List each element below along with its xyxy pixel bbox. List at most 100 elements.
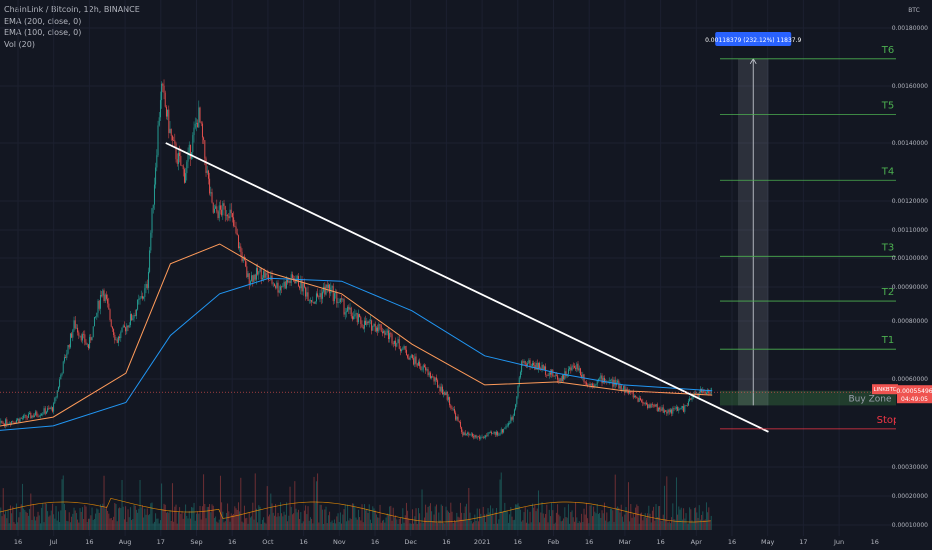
candle-body [342, 299, 344, 300]
candle-body [333, 293, 335, 302]
candle-body [571, 365, 573, 371]
candle-body [483, 437, 485, 439]
volume-bar [30, 493, 32, 530]
volume-bar [607, 522, 609, 530]
candle-body [631, 391, 633, 393]
candle-body [405, 349, 407, 356]
volume-bar [203, 474, 205, 530]
volume-bar [344, 504, 346, 530]
volume-bar [384, 522, 386, 530]
candle-body [315, 293, 317, 302]
candle-body [392, 343, 394, 344]
ema100-line [0, 243, 713, 427]
candle-body [684, 405, 686, 412]
volume-bar [505, 511, 507, 530]
volume-bar [470, 520, 472, 530]
volume-bar [20, 504, 22, 530]
volume-bar [482, 506, 484, 530]
candle-body [287, 280, 289, 283]
volume-bar [3, 514, 5, 530]
candle-body [608, 380, 610, 382]
volume-bar [317, 473, 319, 530]
candle-body [533, 363, 535, 366]
volume-bar [123, 519, 125, 530]
volume-bar [219, 475, 221, 530]
candle-body [312, 302, 314, 303]
trendline [165, 142, 769, 433]
candle-body [167, 109, 169, 117]
volume-bar [25, 511, 27, 530]
candle-body [119, 336, 121, 339]
legend-ema100: EMA (100, close, 0) [4, 28, 82, 37]
volume-bar [38, 515, 40, 530]
volume-bar [357, 509, 359, 530]
candle-body [173, 140, 175, 141]
volume-bar [71, 516, 73, 530]
volume-bar [608, 521, 610, 530]
volume-bar [216, 521, 218, 530]
volume-bar [225, 513, 227, 530]
candle-body [79, 335, 81, 337]
volume-bar [312, 523, 314, 530]
candle-body [153, 184, 155, 205]
candle-body [620, 385, 622, 392]
volume-bar [440, 504, 442, 530]
candle-body [77, 327, 79, 333]
candle-body [149, 250, 151, 272]
candle-body [408, 357, 410, 360]
volume-bar [456, 512, 458, 530]
volume-bar [2, 488, 4, 530]
volume-bar [397, 523, 399, 530]
candle-body [189, 144, 191, 159]
candle-body [168, 109, 170, 133]
candle-body [560, 378, 562, 382]
volume-bar [167, 512, 169, 530]
volume-bar [445, 506, 447, 530]
candle-body [275, 286, 277, 288]
volume-bar [432, 521, 434, 530]
candle-body [579, 368, 581, 376]
candle-body [75, 327, 77, 329]
volume-bar [92, 519, 94, 530]
volume-bar [209, 504, 211, 530]
volume-bar [534, 504, 536, 530]
volume-bar [443, 523, 445, 530]
candle-body [187, 151, 189, 162]
candle-body [55, 397, 57, 399]
candle-body [450, 405, 452, 408]
volume-bar [513, 519, 515, 530]
volume-bar [49, 515, 51, 530]
volume-bar [175, 504, 177, 530]
candle-body [486, 435, 488, 436]
volume-bar [422, 522, 424, 530]
candle-body [362, 326, 364, 329]
candle-body [283, 281, 285, 287]
candle-body [225, 215, 227, 216]
volume-bar [523, 512, 525, 530]
candle-body [639, 398, 641, 401]
volume-bar [300, 512, 302, 530]
candle-body [655, 404, 657, 407]
volume-bar [235, 508, 237, 530]
volume-bar [285, 502, 287, 530]
candle-body [87, 344, 89, 349]
candle-body [353, 316, 355, 320]
candle-body [273, 283, 275, 287]
level-label: T2 [881, 287, 894, 298]
volume-bar [492, 508, 494, 530]
volume-bar [50, 510, 52, 530]
volume-bar [43, 522, 45, 530]
candle-body [113, 328, 115, 335]
volume-bar [122, 506, 124, 530]
candle-body [575, 367, 577, 370]
candle-body [422, 365, 424, 370]
candle-body [648, 404, 650, 409]
candle-body [302, 283, 304, 292]
candle-body [373, 324, 375, 327]
candle-body [102, 290, 104, 296]
candle-body [295, 280, 297, 284]
volume-bar [576, 517, 578, 530]
candle-body [521, 361, 523, 373]
x-tick-label: 16 [728, 538, 736, 546]
